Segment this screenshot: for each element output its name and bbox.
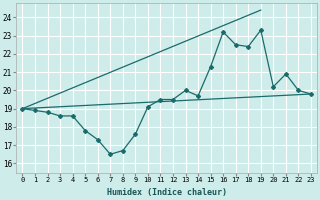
X-axis label: Humidex (Indice chaleur): Humidex (Indice chaleur) bbox=[107, 188, 227, 197]
